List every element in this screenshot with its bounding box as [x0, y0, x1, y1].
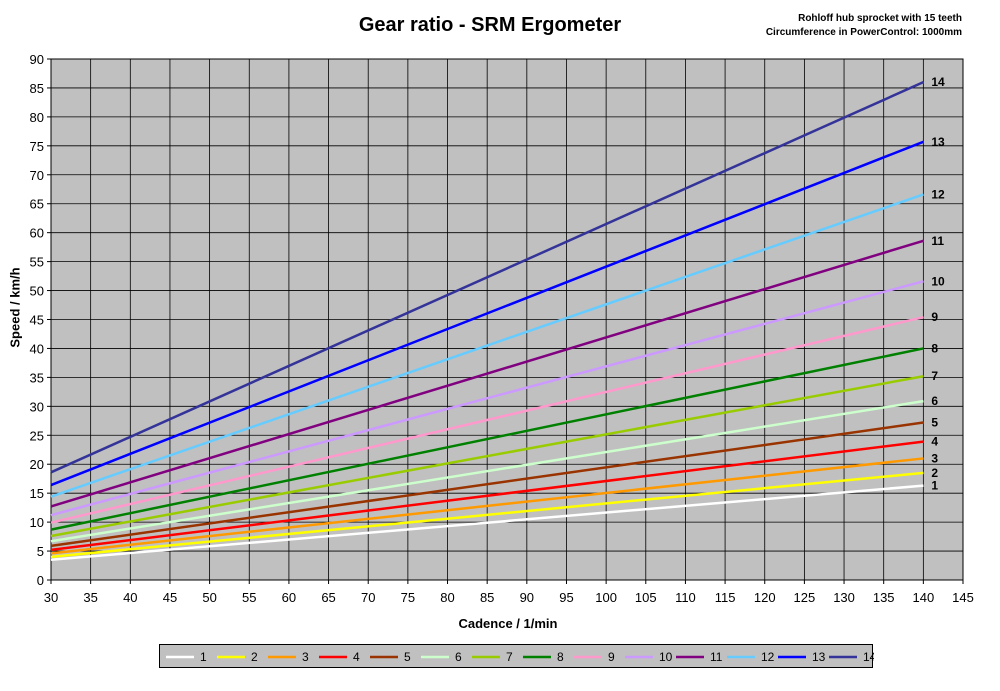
- legend-items: 1 2 3 4 5 6 7 8 9 10 11 12 13 14: [166, 650, 874, 664]
- y-tick-label: 0: [37, 573, 44, 588]
- legend-label-3: 3: [302, 650, 309, 664]
- chart-note-sprocket: Rohloff hub sprocket with 15 teeth: [798, 13, 962, 24]
- series-line-7: [50, 375, 924, 538]
- series-line-2: [50, 471, 924, 559]
- legend-label-7: 7: [506, 650, 513, 664]
- x-tick-label: 125: [794, 590, 816, 605]
- chart-note-circumference: Circumference in PowerControl: 1000mm: [765, 27, 962, 38]
- x-tick-label: 50: [202, 590, 216, 605]
- chart-notes: Rohloff hub sprocket with 15 teeth Circu…: [766, 12, 962, 40]
- series-end-label-12: 12: [931, 187, 945, 201]
- series-end-label-11: 11: [931, 234, 944, 248]
- y-tick-label: 15: [30, 486, 44, 501]
- y-tick-label: 85: [30, 81, 44, 96]
- y-axis-ticks: 0 5 10 15 20 25 30 35 40 45 50 55 60 65 70 75 80 85 90: [30, 52, 51, 588]
- legend-label-5: 5: [404, 650, 411, 664]
- y-tick-label: 10: [30, 515, 44, 530]
- legend-label-14: 14: [863, 650, 874, 664]
- legend-label-6: 6: [455, 650, 462, 664]
- series-end-label-1: 1: [931, 479, 938, 493]
- series-line-8: [50, 347, 924, 531]
- series-end-label-13: 13: [931, 135, 945, 149]
- series-end-label-10: 10: [931, 274, 945, 288]
- legend-label-2: 2: [251, 650, 258, 664]
- x-axis-label: Cadence / 1/min: [458, 616, 558, 631]
- x-tick-label: 105: [635, 590, 657, 605]
- legend-label-12: 12: [761, 650, 775, 664]
- x-tick-label: 115: [715, 590, 736, 605]
- series-line-4: [50, 440, 924, 552]
- series-line-13: [50, 140, 924, 487]
- x-axis-ticks: 30 35 40 45 50 55 60 65 70 75 80 85 90 95 100 105 110 115…: [44, 580, 974, 605]
- x-tick-label: 65: [321, 590, 335, 605]
- series-lines: [50, 81, 924, 561]
- series-end-label-6: 6: [931, 394, 938, 408]
- y-tick-label: 25: [30, 428, 44, 443]
- series-line-12: [50, 193, 924, 498]
- legend-label-8: 8: [557, 650, 564, 664]
- legend-label-10: 10: [659, 650, 673, 664]
- x-tick-label: 145: [952, 590, 974, 605]
- y-axis-label: Speed / km/h: [7, 267, 23, 348]
- y-tick-label: 55: [30, 255, 44, 270]
- legend-label-1: 1: [200, 650, 207, 664]
- x-tick-label: 45: [163, 590, 177, 605]
- y-tick-label: 45: [30, 313, 44, 328]
- y-tick-label: 40: [30, 341, 44, 356]
- x-tick-label: 35: [83, 590, 97, 605]
- y-tick-label: 70: [30, 168, 44, 183]
- x-tick-label: 75: [401, 590, 415, 605]
- x-tick-label: 85: [480, 590, 494, 605]
- y-tick-label: 90: [30, 52, 44, 67]
- x-tick-label: 100: [595, 590, 617, 605]
- series-line-14: [50, 81, 924, 474]
- x-tick-label: 130: [833, 590, 855, 605]
- legend-label-11: 11: [710, 650, 723, 664]
- legend-label-9: 9: [608, 650, 615, 664]
- x-tick-label: 80: [440, 590, 454, 605]
- y-tick-label: 60: [30, 226, 44, 241]
- x-tick-label: 110: [675, 590, 696, 605]
- series-line-11: [50, 239, 924, 508]
- x-tick-label: 95: [559, 590, 573, 605]
- series-end-label-8: 8: [931, 341, 938, 355]
- x-tick-label: 135: [873, 590, 895, 605]
- y-tick-label: 75: [30, 139, 44, 154]
- series-end-label-14: 14: [931, 75, 945, 89]
- x-tick-label: 140: [912, 590, 934, 605]
- series-end-label-5: 5: [931, 416, 938, 430]
- legend-label-13: 13: [812, 650, 826, 664]
- y-tick-label: 5: [37, 544, 44, 559]
- series-end-label-2: 2: [931, 466, 938, 480]
- legend: 1 2 3 4 5 6 7 8 9 10 11 12 13 14: [159, 644, 874, 668]
- x-tick-label: 90: [520, 590, 534, 605]
- x-tick-label: 120: [754, 590, 776, 605]
- series-line-6: [50, 399, 924, 543]
- y-tick-label: 20: [30, 457, 44, 472]
- series-end-label-9: 9: [931, 310, 938, 324]
- y-tick-label: 50: [30, 284, 44, 299]
- x-tick-label: 55: [242, 590, 256, 605]
- y-tick-label: 80: [30, 110, 44, 125]
- y-tick-label: 35: [30, 370, 44, 385]
- y-tick-label: 65: [30, 197, 44, 212]
- x-tick-label: 40: [123, 590, 137, 605]
- x-tick-label: 30: [44, 590, 58, 605]
- x-tick-label: 70: [361, 590, 375, 605]
- series-line-1: [50, 484, 924, 561]
- chart-title: Gear ratio - SRM Ergometer: [358, 14, 622, 36]
- legend-label-4: 4: [353, 650, 360, 664]
- series-line-5: [50, 421, 924, 548]
- y-tick-label: 30: [30, 399, 44, 414]
- x-tick-label: 60: [282, 590, 296, 605]
- series-end-label-7: 7: [931, 369, 938, 383]
- series-end-label-4: 4: [931, 435, 938, 449]
- series-end-label-3: 3: [931, 451, 938, 465]
- series-line-10: [50, 280, 924, 517]
- series-line-9: [50, 315, 924, 524]
- series-line-3: [50, 457, 924, 555]
